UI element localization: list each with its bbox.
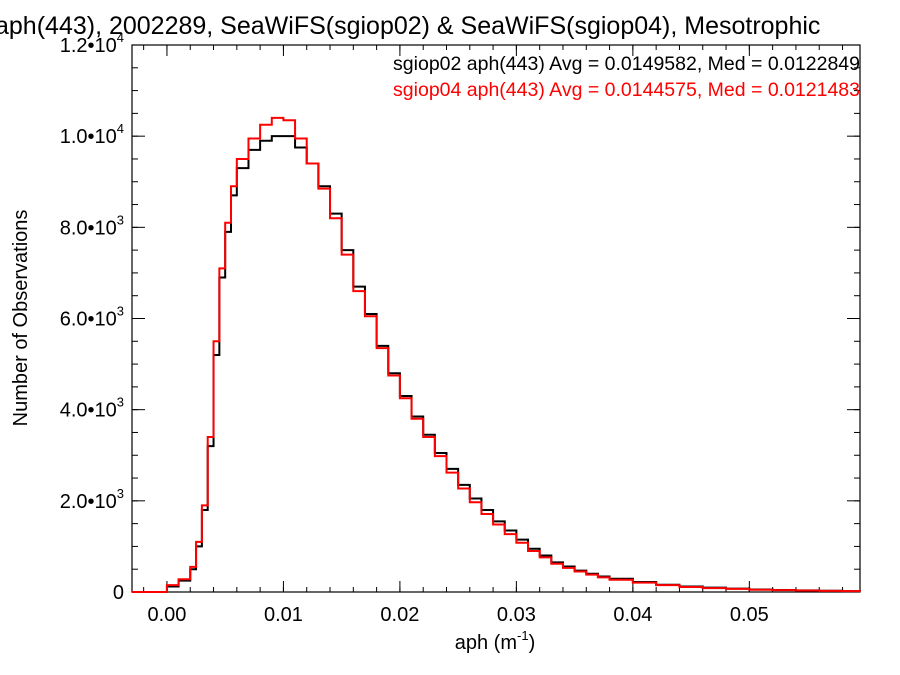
series-layer (132, 116, 861, 593)
x-axis-label-close: ) (529, 632, 536, 654)
x-axis-label: aph (m-1) (455, 628, 535, 654)
x-axis-label-exponent: -1 (517, 628, 529, 643)
y-tick-label: 1.2•104 (60, 30, 124, 57)
y-tick-label: 1.0•104 (60, 121, 124, 148)
legend-entry-sgiop02: sgiop02 aph(443) Avg = 0.0149582, Med = … (393, 53, 860, 75)
chart-title: aph(443), 2002289, SeaWiFS(sgiop02) & Se… (0, 12, 820, 40)
x-tick-label: 0.05 (730, 604, 769, 626)
series-line-sgiop04 (132, 116, 861, 593)
legend-entry-sgiop04: sgiop04 aph(443) Avg = 0.0144575, Med = … (393, 79, 860, 101)
y-tick-label: 8.0•103 (60, 212, 124, 239)
x-axis-label-base: aph (m (455, 632, 517, 654)
x-tick-label: 0.00 (147, 604, 186, 626)
y-axis-ticks: 0 2.0•103 4.0•103 6.0•103 8.0•103 1.0•104 1.2•… (60, 30, 860, 604)
plot-frame (131, 44, 861, 593)
x-tick-label: 0.01 (264, 604, 303, 626)
y-axis-label: Number of Observations (10, 210, 32, 427)
y-tick-label: 4.0•103 (60, 395, 124, 422)
x-tick-label: 0.02 (380, 604, 419, 626)
x-tick-label: 0.04 (613, 604, 652, 626)
plot-border (131, 44, 861, 593)
x-axis-ticks: 0.00 0.01 0.02 0.03 0.04 0.05 (143, 45, 844, 626)
y-tick-label: 6.0•103 (60, 304, 124, 331)
y-tick-label: 2.0•103 (60, 486, 124, 513)
y-tick-label: 0 (113, 582, 124, 604)
x-tick-label: 0.03 (497, 604, 536, 626)
